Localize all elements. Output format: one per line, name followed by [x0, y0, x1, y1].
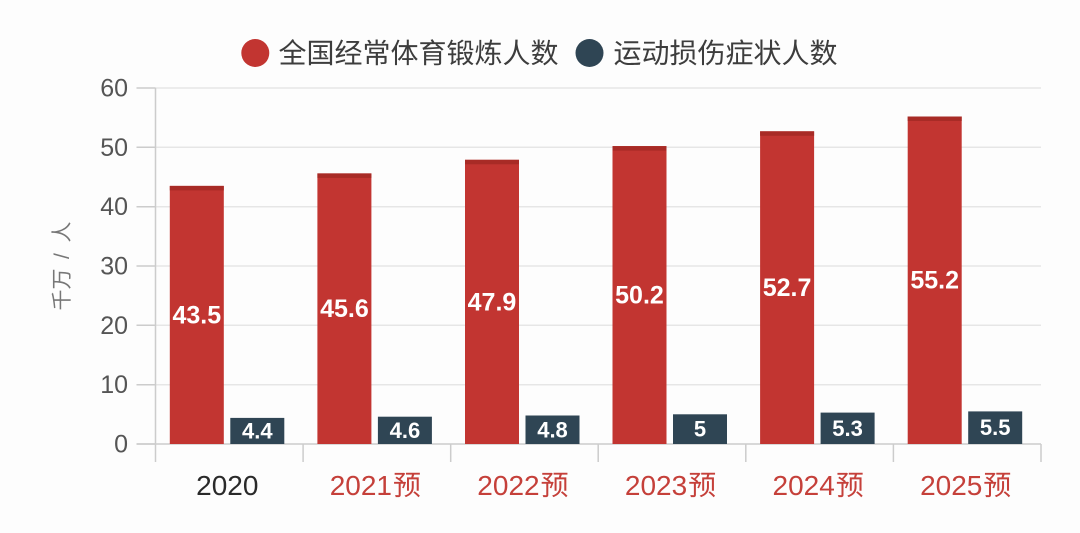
svg-text:20: 20	[100, 312, 128, 340]
svg-text:0: 0	[114, 431, 128, 459]
svg-text:2023: 2023	[625, 470, 687, 501]
svg-text:2024: 2024	[773, 470, 835, 501]
svg-text:50: 50	[100, 134, 128, 162]
svg-text:50.2: 50.2	[615, 282, 664, 310]
svg-text:30: 30	[100, 253, 128, 281]
svg-text:2020: 2020	[196, 470, 258, 501]
svg-text:5.3: 5.3	[832, 416, 863, 441]
svg-text:5.5: 5.5	[980, 415, 1011, 440]
svg-text:4.6: 4.6	[390, 418, 421, 443]
svg-text:2021: 2021	[330, 470, 392, 501]
svg-text:40: 40	[100, 193, 128, 221]
svg-text:60: 60	[100, 75, 128, 103]
svg-text:52.7: 52.7	[763, 274, 812, 302]
svg-text:4.4: 4.4	[242, 418, 273, 443]
svg-text:/: /	[51, 253, 74, 259]
svg-text:45.6: 45.6	[320, 295, 369, 323]
svg-text:47.9: 47.9	[468, 288, 517, 316]
svg-text:10: 10	[100, 371, 128, 399]
svg-text:55.2: 55.2	[910, 267, 959, 295]
svg-text:43.5: 43.5	[172, 301, 221, 329]
svg-text:5: 5	[694, 417, 706, 442]
svg-text:4.8: 4.8	[537, 417, 568, 442]
svg-text:2022: 2022	[477, 470, 539, 501]
svg-text:2025: 2025	[920, 470, 982, 501]
